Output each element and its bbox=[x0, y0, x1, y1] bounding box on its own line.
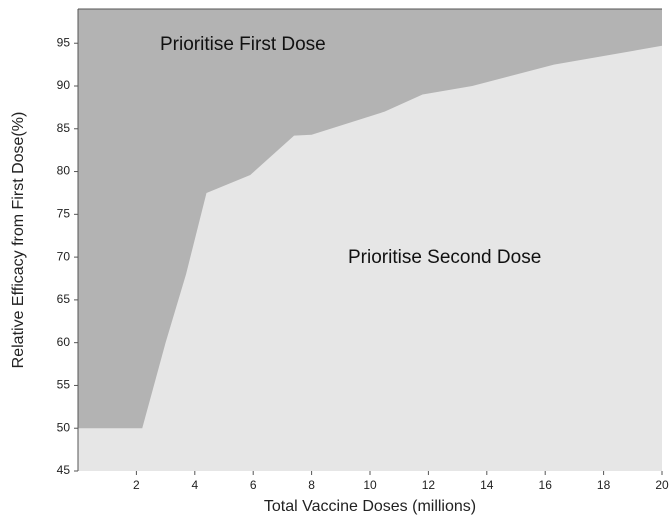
region-label: Prioritise First Dose bbox=[160, 34, 326, 55]
x-tick-label: 10 bbox=[363, 478, 377, 492]
x-tick-label: 16 bbox=[539, 478, 553, 492]
y-tick-label: 55 bbox=[57, 378, 71, 392]
y-tick-label: 75 bbox=[57, 207, 71, 221]
y-tick-label: 90 bbox=[57, 78, 71, 92]
y-tick-label: 70 bbox=[57, 249, 71, 263]
x-tick-label: 8 bbox=[308, 478, 315, 492]
y-tick-label: 95 bbox=[57, 35, 71, 49]
x-tick-label: 18 bbox=[597, 478, 611, 492]
x-axis-label: Total Vaccine Doses (millions) bbox=[264, 498, 476, 515]
y-tick-label: 65 bbox=[57, 292, 71, 306]
y-axis-label: Relative Efficacy from First Dose(%) bbox=[10, 112, 27, 369]
x-tick-label: 12 bbox=[422, 478, 436, 492]
y-tick-label: 60 bbox=[57, 335, 71, 349]
x-tick-label: 6 bbox=[250, 478, 257, 492]
lower-area bbox=[78, 45, 662, 472]
y-tick-label: 85 bbox=[57, 121, 71, 135]
x-tick-label: 14 bbox=[480, 478, 494, 492]
y-tick-label: 50 bbox=[57, 420, 71, 434]
y-tick-label: 80 bbox=[57, 164, 71, 178]
region-label: Prioritise Second Dose bbox=[348, 247, 541, 268]
x-tick-label: 20 bbox=[655, 478, 669, 492]
x-tick-label: 4 bbox=[191, 478, 198, 492]
x-tick-label: 2 bbox=[133, 478, 140, 492]
y-tick-label: 45 bbox=[57, 463, 71, 477]
